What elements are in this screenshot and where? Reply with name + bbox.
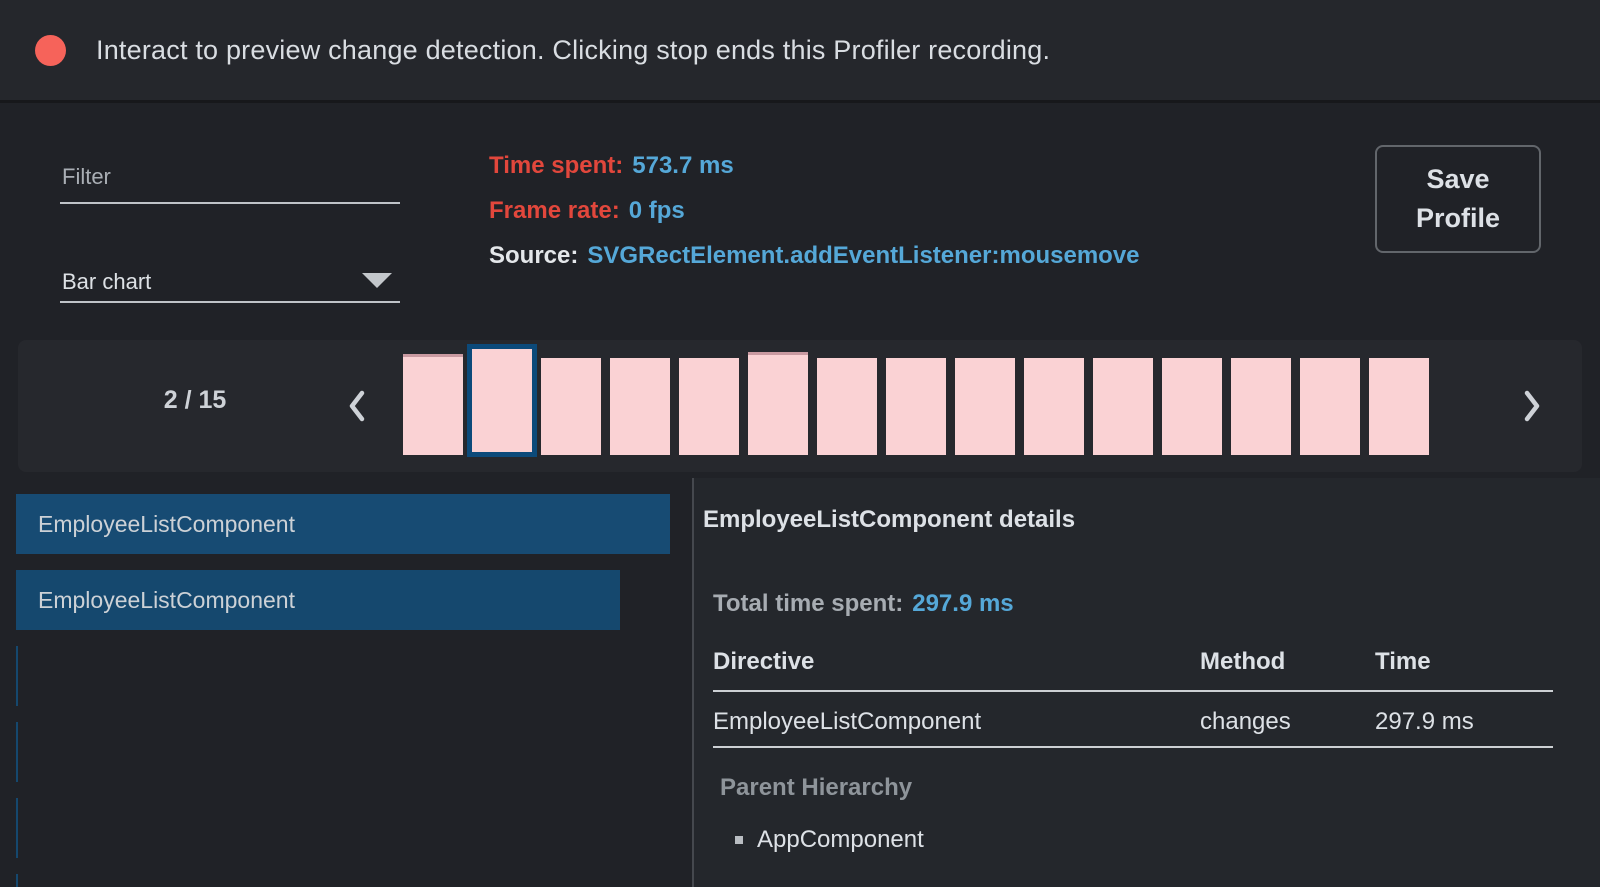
- frame-bar-8[interactable]: [886, 358, 946, 455]
- source-value: SVGRectElement.addEventListener:mousemov…: [587, 242, 1140, 269]
- table-cell: changes: [1200, 708, 1291, 735]
- chart-type-selected-value: Bar chart: [62, 269, 152, 294]
- recording-indicator-icon: [35, 34, 66, 66]
- table-header-cell: Method: [1200, 648, 1286, 675]
- component-bar-chart: EmployeeListComponent EmployeeListCompone…: [0, 478, 692, 887]
- hierarchy-item: AppComponent: [735, 826, 924, 854]
- filter-input[interactable]: [60, 152, 400, 204]
- parent-hierarchy-title: Parent Hierarchy: [720, 774, 913, 801]
- details-title: EmployeeListComponent details: [703, 506, 1076, 533]
- frame-bar-7[interactable]: [817, 358, 877, 455]
- previous-frame-button[interactable]: [340, 384, 374, 428]
- table-row: EmployeeListComponent changes 297.9 ms: [713, 692, 1553, 748]
- table-header-cell: Directive: [713, 648, 815, 675]
- frame-bar-6[interactable]: [748, 352, 808, 455]
- source-label: Source:: [489, 242, 579, 269]
- component-bar-row[interactable]: [16, 722, 18, 782]
- profiler-stats: Time spent: 573.7 ms Frame rate: 0 fps Sou…: [489, 152, 1140, 287]
- frame-bar-12[interactable]: [1162, 358, 1222, 455]
- caret-down-icon: [362, 273, 392, 288]
- source-stat: Source: SVGRectElement.addEventListener:m…: [489, 242, 1140, 287]
- next-frame-button[interactable]: [1515, 384, 1549, 428]
- total-time-value: 297.9 ms: [912, 590, 1014, 617]
- chart-type-select[interactable]: Bar chart: [60, 258, 400, 303]
- chevron-left-icon: [349, 390, 365, 422]
- component-bar-label: EmployeeListComponent: [38, 510, 295, 537]
- frame-bar-3[interactable]: [541, 358, 601, 455]
- frame-counter: 2 / 15: [163, 386, 227, 414]
- frame-bar-9[interactable]: [955, 358, 1015, 455]
- details-panel: EmployeeListComponent details Total time…: [694, 478, 1600, 887]
- frame-bar-10[interactable]: [1024, 358, 1084, 455]
- component-bar-row[interactable]: [16, 798, 18, 858]
- frame-selector-bar: 2 / 15: [18, 340, 1582, 472]
- total-time-line: Total time spent: 297.9 ms: [713, 590, 1014, 618]
- recording-banner-text: Interact to preview change detection. Cl…: [96, 34, 1051, 65]
- frame-rate-value: 0 fps: [628, 197, 685, 224]
- table-cell: 297.9 ms: [1375, 708, 1474, 735]
- frame-bar-11[interactable]: [1093, 358, 1153, 455]
- time-spent-label: Time spent:: [489, 152, 624, 179]
- time-spent-stat: Time spent: 573.7 ms: [489, 152, 1140, 197]
- save-profile-button[interactable]: Save Profile: [1375, 145, 1541, 253]
- frame-bar-4[interactable]: [610, 358, 670, 455]
- chevron-right-icon: [1524, 390, 1540, 422]
- component-bar-label: EmployeeListComponent: [38, 586, 295, 613]
- frame-bar-13[interactable]: [1231, 358, 1291, 455]
- frame-bar-15[interactable]: [1369, 358, 1429, 455]
- component-bar-row[interactable]: [16, 874, 18, 887]
- frame-bar-2[interactable]: [467, 344, 537, 457]
- component-bar-row[interactable]: EmployeeListComponent: [16, 570, 620, 630]
- directive-table-header: Directive Method Time: [713, 632, 1553, 692]
- table-header-cell: Time: [1375, 648, 1431, 675]
- frame-bar-1[interactable]: [403, 354, 463, 455]
- frame-rate-stat: Frame rate: 0 fps: [489, 197, 1140, 242]
- recording-banner: Interact to preview change detection. Cl…: [0, 0, 1600, 103]
- hierarchy-item-label: AppComponent: [757, 826, 924, 853]
- directive-table: Directive Method Time EmployeeListComponen…: [713, 632, 1553, 748]
- frame-bar-14[interactable]: [1300, 358, 1360, 455]
- panel-divider: [692, 478, 694, 887]
- square-bullet-icon: [735, 836, 743, 844]
- time-spent-value: 573.7 ms: [632, 152, 734, 179]
- component-bar-row[interactable]: [16, 646, 18, 706]
- frame-bar-5[interactable]: [679, 358, 739, 455]
- table-cell: EmployeeListComponent: [713, 708, 982, 735]
- frame-rate-label: Frame rate:: [489, 197, 620, 224]
- component-bar-row[interactable]: EmployeeListComponent: [16, 494, 670, 554]
- filter-field: [60, 152, 400, 204]
- total-time-label: Total time spent:: [713, 590, 904, 617]
